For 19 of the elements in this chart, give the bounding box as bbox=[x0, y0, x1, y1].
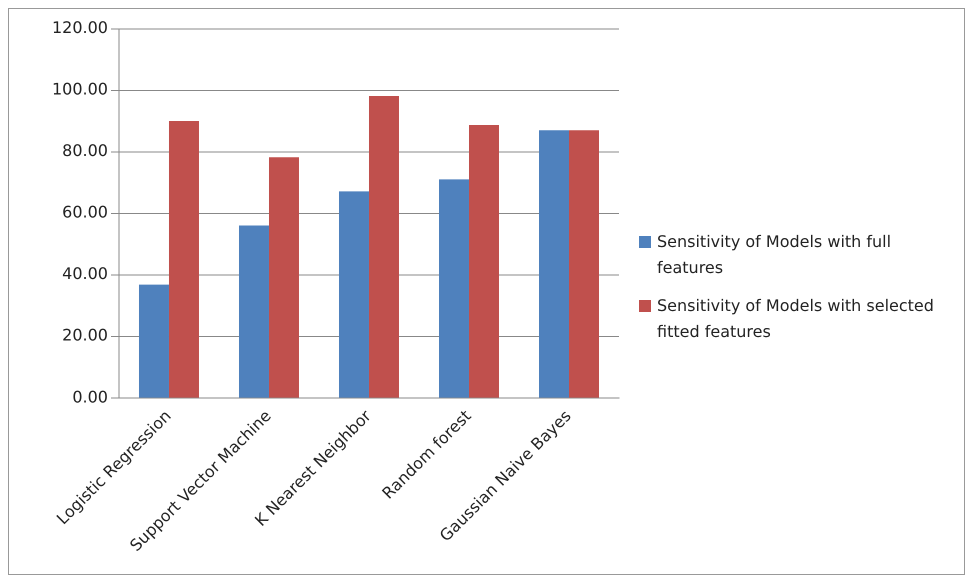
bar bbox=[569, 130, 599, 398]
bar bbox=[238, 226, 269, 398]
bar bbox=[268, 157, 299, 398]
bar bbox=[368, 96, 399, 398]
legend-label: Sensitivity of Models with full features bbox=[657, 231, 892, 279]
y-tick-label: 20.00 bbox=[62, 326, 108, 345]
bar bbox=[538, 130, 569, 398]
y-tick-label: 60.00 bbox=[62, 202, 108, 222]
y-tick-label: 0.00 bbox=[72, 387, 108, 406]
bar bbox=[138, 284, 169, 398]
bar bbox=[468, 124, 499, 398]
y-tick-label: 100.00 bbox=[52, 80, 108, 99]
bar bbox=[338, 191, 369, 398]
legend-label: Sensitivity of Models with selected fitted features bbox=[657, 295, 935, 343]
y-tick-label: 80.00 bbox=[62, 141, 108, 160]
y-tick-label: 120.00 bbox=[52, 18, 108, 38]
bar bbox=[168, 120, 199, 398]
bar bbox=[438, 179, 469, 398]
y-tick-label: 40.00 bbox=[62, 264, 108, 284]
